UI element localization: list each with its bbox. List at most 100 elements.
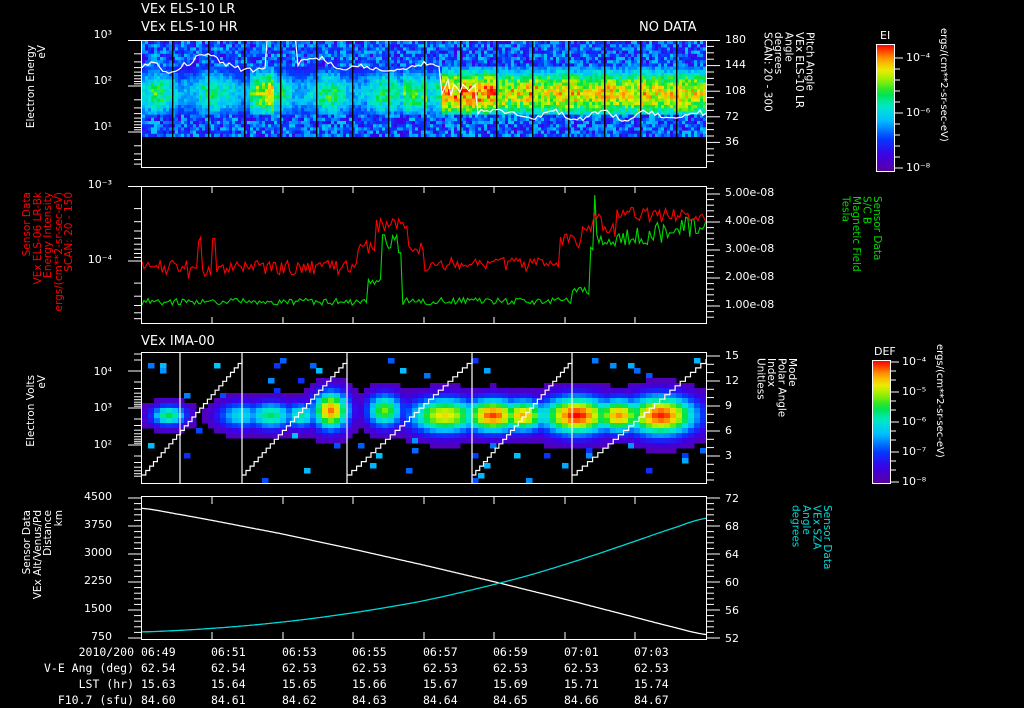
panel3-right-line-2: Index bbox=[765, 358, 777, 387]
panel2-y2tick-2: 3.00e-08 bbox=[725, 242, 775, 255]
panel2-ytick-1: 10⁻⁴ bbox=[87, 253, 112, 266]
panel1-y2tick-1: 144 bbox=[725, 58, 746, 71]
panel1-right-axis-title: SCAN: 20 - 300 degrees Angle VEx ELS-10 … bbox=[762, 32, 816, 172]
panel2-lineplot bbox=[142, 187, 706, 323]
panel1-ytick-2: 10¹ bbox=[93, 120, 112, 133]
panel1-left-axis-units: eV bbox=[35, 45, 48, 59]
panel2-ytick-0: 10⁻³ bbox=[87, 178, 112, 191]
panel3-plot[interactable] bbox=[141, 352, 707, 484]
panel4-left-axis-title: Sensor Data VEx Alt/Venus/Pd Distance km bbox=[21, 510, 65, 640]
panel4-right-axis-title: degrees Angle VEx SZA Sensor Data bbox=[790, 505, 834, 630]
panel4-left-line-2: Distance bbox=[42, 510, 54, 556]
panel3-right-ticks bbox=[707, 355, 720, 481]
bottom-table: 2010/200 06:49 06:51 06:53 06:55 06:57 06:59 07… bbox=[0, 645, 1024, 707]
no-data-note: NO DATA bbox=[639, 20, 697, 35]
bottom-table-cell-r1-c3: 62.53 bbox=[352, 661, 387, 675]
bottom-table-cell-r2-c3: 15.66 bbox=[352, 677, 387, 691]
panel4-right-line-1: VEx SZA bbox=[810, 505, 823, 550]
panel3-ytick-2: 10² bbox=[93, 438, 112, 451]
panel1-subtitle: VEx ELS-10 HR bbox=[141, 20, 238, 35]
bottom-table-cell-r2-c0: 15.63 bbox=[141, 677, 176, 691]
panel2-left-line-0: Sensor Data bbox=[21, 192, 33, 257]
bottom-table-cell-r3-c3: 84.63 bbox=[352, 693, 387, 707]
bottom-table-cell-r3-c0: 84.60 bbox=[141, 693, 176, 707]
panel4-ytick-4: 1500 bbox=[84, 602, 112, 615]
bottom-table-cell-r0-c0: 06:49 bbox=[141, 645, 176, 659]
panel3-colorbar-name: DEF bbox=[874, 345, 896, 358]
panel1-colorbar-ticks bbox=[895, 57, 903, 169]
panel4-right-ticks bbox=[707, 497, 720, 639]
panel4-plot[interactable] bbox=[141, 496, 707, 640]
panel1-cb-tick-0: 10⁻⁴ bbox=[906, 51, 931, 64]
bottom-table-cell-r1-c6: 62.53 bbox=[564, 661, 599, 675]
panel3-left-axis-label: Electron Volts bbox=[25, 375, 37, 447]
panel4-lineplot bbox=[142, 497, 706, 639]
bottom-table-cell-r3-c2: 84.62 bbox=[282, 693, 317, 707]
panel3-right-axis-title: Unitless Index Polar Angle Mode bbox=[754, 358, 799, 478]
panel3-ytick-1: 10³ bbox=[93, 401, 112, 414]
panel4-right-line-2: Angle bbox=[800, 505, 812, 535]
panel2-left-axis-title: Sensor Data VEx ELS-06 LR-Bk Energy Inte… bbox=[21, 192, 75, 327]
panel1-y2tick-3: 72 bbox=[725, 110, 739, 123]
panel1-title: VEx ELS-10 LR bbox=[141, 2, 236, 17]
panel2-left-line-2: Energy Intensity bbox=[42, 192, 54, 278]
panel3-cb-tick-1: 10⁻⁵ bbox=[902, 385, 927, 398]
panel2-left-ticks bbox=[128, 186, 141, 320]
panel3-spectrogram bbox=[142, 353, 706, 483]
bottom-table-cell-r1-c4: 62.53 bbox=[423, 661, 458, 675]
bottom-table-cell-r0-c7: 07:03 bbox=[634, 645, 669, 659]
panel3-y2tick-3: 6 bbox=[725, 424, 732, 437]
panel3-y2tick-4: 3 bbox=[725, 449, 732, 462]
panel4-left-ticks bbox=[128, 497, 141, 639]
panel2-plot[interactable] bbox=[141, 186, 707, 324]
panel2-right-ticks bbox=[707, 187, 720, 318]
bottom-table-cell-r1-c7: 62.53 bbox=[634, 661, 669, 675]
panel4-left-line-3: km bbox=[52, 510, 65, 527]
panel1-cb-tick-2: 10⁻⁸ bbox=[906, 161, 931, 174]
panel2-right-line-2: Magnetic Field bbox=[850, 196, 862, 272]
panel1-ytick-0: 10³ bbox=[93, 28, 112, 41]
panel4-y2tick-1: 68 bbox=[725, 520, 739, 533]
panel3-cb-tick-0: 10⁻⁴ bbox=[902, 355, 927, 368]
bottom-table-cell-r2-c1: 15.64 bbox=[211, 677, 246, 691]
panel3-right-line-3: Unitless bbox=[754, 358, 767, 400]
bottom-table-cell-r0-c5: 06:59 bbox=[493, 645, 528, 659]
panel3-colorbar-ticks bbox=[891, 361, 899, 483]
panel2-right-line-3: Tesla bbox=[839, 196, 852, 222]
panel1-y2tick-4: 36 bbox=[725, 135, 739, 148]
panel1-colorbar-units: ergs/(cm**2-sr-sec-eV) bbox=[938, 28, 949, 142]
panel4-y2tick-5: 52 bbox=[725, 632, 739, 645]
panel3-right-line-1: Polar Angle bbox=[775, 358, 788, 418]
bottom-table-cell-r2-c2: 15.65 bbox=[282, 677, 317, 691]
panel3-cb-tick-3: 10⁻⁷ bbox=[902, 445, 927, 458]
panel1-right-line-2: Angle bbox=[782, 32, 795, 62]
panel3-cb-tick-2: 10⁻⁶ bbox=[902, 415, 927, 428]
panel1-colorbar-name: EI bbox=[880, 29, 891, 42]
bottom-table-cell-r3-c1: 84.61 bbox=[211, 693, 246, 707]
bottom-table-cell-r2-c5: 15.69 bbox=[493, 677, 528, 691]
panel4-y2tick-2: 64 bbox=[725, 548, 739, 561]
bottom-table-cell-r0-c1: 06:51 bbox=[211, 645, 246, 659]
panel1-y2tick-0: 180 bbox=[725, 33, 746, 46]
panel2-right-axis-title: Tesla Magnetic Field S/C B Sensor Data bbox=[839, 196, 884, 321]
panel3-y2tick-2: 9 bbox=[725, 399, 732, 412]
panel3-y2tick-1: 12 bbox=[725, 374, 739, 387]
panel1-left-axis-label: Electron Energy bbox=[25, 45, 37, 129]
bottom-table-row-label-2: LST (hr) bbox=[78, 677, 134, 691]
bottom-table-cell-r3-c6: 84.66 bbox=[564, 693, 599, 707]
panel4-ytick-0: 4500 bbox=[84, 490, 112, 503]
panel2-y2tick-4: 1.00e-08 bbox=[725, 298, 775, 311]
panel1-plot[interactable] bbox=[141, 40, 707, 168]
panel3-right-line-0: Mode bbox=[786, 358, 798, 387]
bottom-table-cell-r3-c5: 84.65 bbox=[493, 693, 528, 707]
panel2-right-line-0: Sensor Data bbox=[871, 196, 883, 261]
bottom-table-row-label-3: F10.7 (sfu) bbox=[57, 693, 134, 707]
panel3-colorbar-units-wrap: ergs/(cm**2-sr-sec-eV) bbox=[934, 344, 945, 458]
panel1-right-ticks bbox=[707, 40, 720, 163]
panel1-spectrogram bbox=[142, 41, 706, 167]
bottom-table-cell-r3-c7: 84.67 bbox=[634, 693, 669, 707]
bottom-table-cell-r1-c1: 62.54 bbox=[211, 661, 246, 675]
panel3-left-axis-title: Electron Volts eV bbox=[25, 375, 48, 495]
bottom-table-row-label-1: V-E Ang (deg) bbox=[43, 661, 134, 675]
bottom-table-cell-r1-c0: 62.54 bbox=[141, 661, 176, 675]
